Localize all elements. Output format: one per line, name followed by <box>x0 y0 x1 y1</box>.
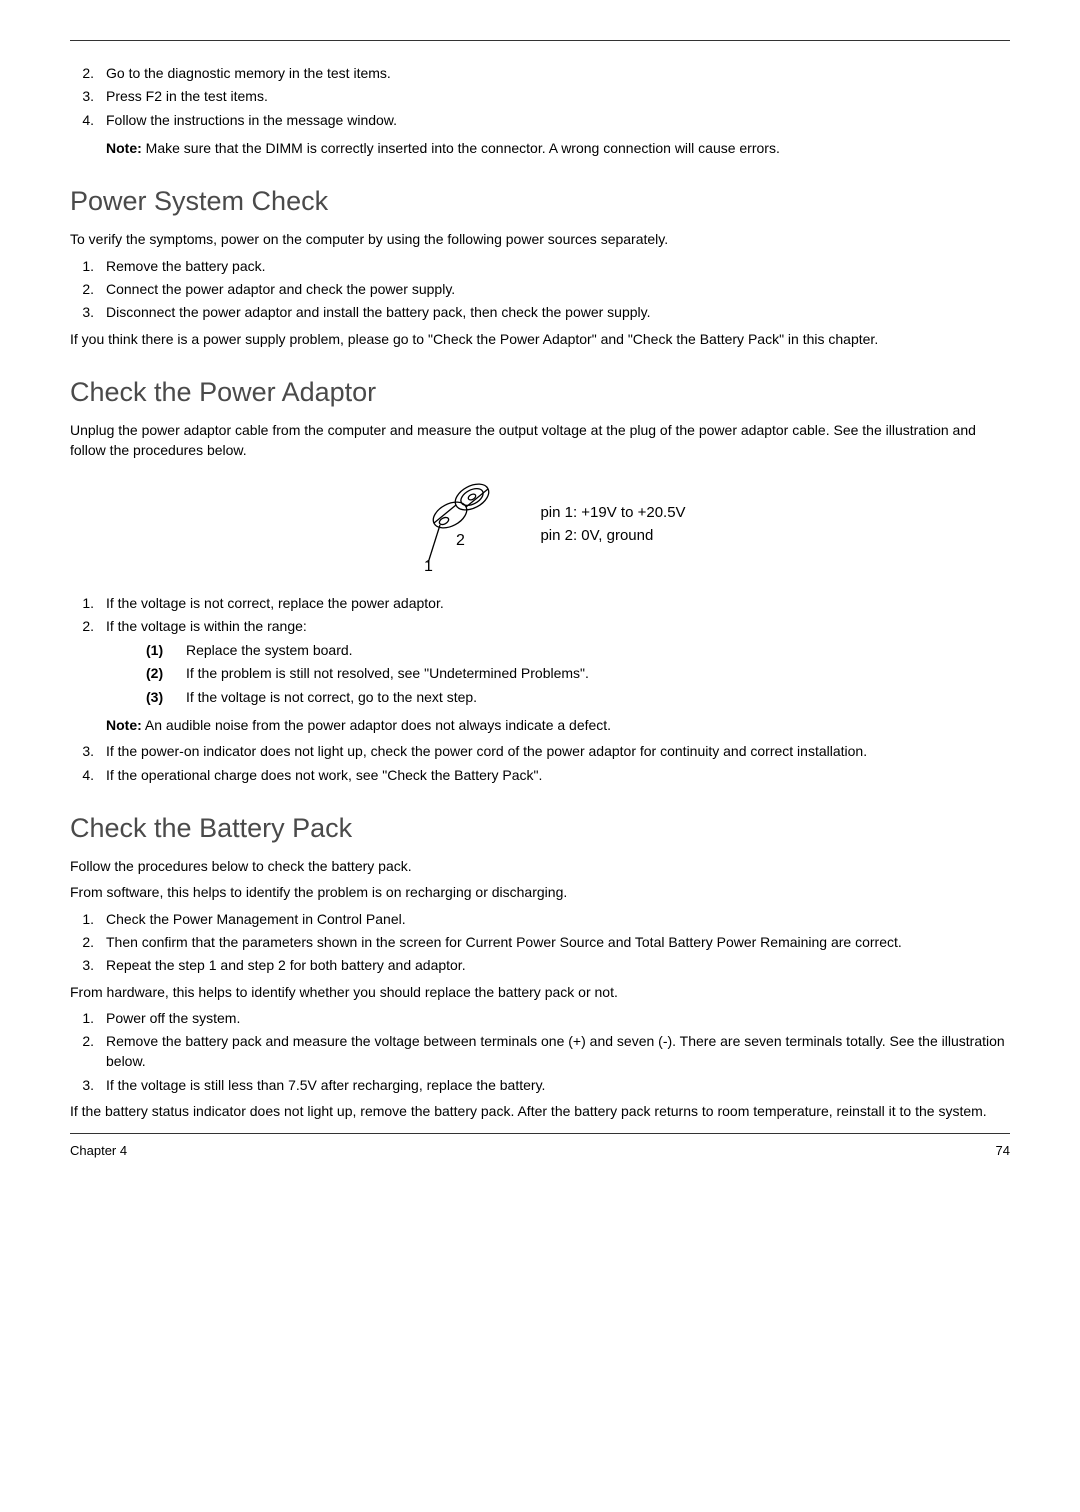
adaptor-diagram: 1 2 pin 1: +19V to +20.5V pin 2: 0V, gro… <box>70 475 1010 575</box>
adaptor-intro: Unplug the power adaptor cable from the … <box>70 420 1010 461</box>
list-number: 3. <box>70 1075 94 1095</box>
pin-voltage-text: pin 1: +19V to +20.5V pin 2: 0V, ground <box>540 502 685 547</box>
list-item: 1.If the voltage is not correct, replace… <box>98 593 1010 613</box>
list-item: 2.Connect the power adaptor and check th… <box>98 279 1010 299</box>
list-text: Then confirm that the parameters shown i… <box>106 934 902 950</box>
sub-text: If the voltage is not correct, go to the… <box>186 689 477 705</box>
list-item: 1.Power off the system. <box>98 1008 1010 1028</box>
list-item: 2.Then confirm that the parameters shown… <box>98 932 1010 952</box>
list-item: 3.If the voltage is still less than 7.5V… <box>98 1075 1010 1095</box>
list-number: 1. <box>70 256 94 276</box>
list-number: 4. <box>70 110 94 130</box>
power-system-after: If you think there is a power supply pro… <box>70 329 1010 349</box>
battery-heading: Check the Battery Pack <box>70 809 1010 848</box>
list-text: If the voltage is not correct, replace t… <box>106 595 444 611</box>
footer-chapter: Chapter 4 <box>70 1142 127 1161</box>
pin-2-text: pin 2: 0V, ground <box>540 525 685 548</box>
list-text: Power off the system. <box>106 1010 240 1026</box>
plug-icon: 1 2 <box>394 475 514 575</box>
list-item: 1.Remove the battery pack. <box>98 256 1010 276</box>
list-text: Remove the battery pack and measure the … <box>106 1033 1005 1069</box>
list-number: 3. <box>70 302 94 322</box>
sub-text: Replace the system board. <box>186 642 353 658</box>
list-item: 3.Repeat the step 1 and step 2 for both … <box>98 955 1010 975</box>
page-footer: Chapter 4 74 <box>70 1142 1010 1161</box>
list-item: 2.Go to the diagnostic memory in the tes… <box>98 63 1010 83</box>
sub-text: If the problem is still not resolved, se… <box>186 665 589 681</box>
list-item: 2.Remove the battery pack and measure th… <box>98 1031 1010 1072</box>
list-text: Go to the diagnostic memory in the test … <box>106 65 391 81</box>
sub-number: (3) <box>146 687 174 707</box>
sublist-item: (1)Replace the system board. <box>174 640 1010 660</box>
sublist-item: (3)If the voltage is not correct, go to … <box>174 687 1010 707</box>
adaptor-list-1: 1. If the voltage is not correct, replace… <box>70 593 1010 637</box>
note-label: Note: <box>106 717 142 733</box>
list-item: 3.Disconnect the power adaptor and insta… <box>98 302 1010 322</box>
list-number: 3. <box>70 86 94 106</box>
list-item: 2.If the voltage is within the range: <box>98 616 1010 636</box>
sub-number: (1) <box>146 640 174 660</box>
list-text: If the voltage is still less than 7.5V a… <box>106 1077 545 1093</box>
list-text: Check the Power Management in Control Pa… <box>106 911 406 927</box>
power-system-list: 1.Remove the battery pack. 2.Connect the… <box>70 256 1010 323</box>
power-system-intro: To verify the symptoms, power on the com… <box>70 229 1010 249</box>
list-item: 3.Press F2 in the test items. <box>98 86 1010 106</box>
sub-number: (2) <box>146 663 174 683</box>
list-number: 2. <box>70 1031 94 1051</box>
list-number: 2. <box>70 279 94 299</box>
pin-2-label: 2 <box>456 532 465 549</box>
bottom-rule <box>70 1133 1010 1134</box>
list-number: 1. <box>70 593 94 613</box>
dimm-note: Note: Make sure that the DIMM is correct… <box>106 138 1010 158</box>
list-text: If the power-on indicator does not light… <box>106 743 867 759</box>
battery-intro-1: Follow the procedures below to check the… <box>70 856 1010 876</box>
list-item: 4.Follow the instructions in the message… <box>98 110 1010 130</box>
list-number: 2. <box>70 63 94 83</box>
list-item: 3.If the power-on indicator does not lig… <box>98 741 1010 761</box>
list-item: 1.Check the Power Management in Control … <box>98 909 1010 929</box>
list-text: Press F2 in the test items. <box>106 88 268 104</box>
list-text: Remove the battery pack. <box>106 258 266 274</box>
battery-intro-3: From hardware, this helps to identify wh… <box>70 982 1010 1002</box>
list-text: Follow the instructions in the message w… <box>106 112 397 128</box>
memory-check-list: 2. Go to the diagnostic memory in the tes… <box>70 63 1010 130</box>
top-rule <box>70 40 1010 41</box>
adaptor-heading: Check the Power Adaptor <box>70 373 1010 412</box>
note-text: Make sure that the DIMM is correctly ins… <box>142 140 780 156</box>
adaptor-sublist: (1)Replace the system board. (2)If the p… <box>70 640 1010 707</box>
list-number: 3. <box>70 741 94 761</box>
battery-software-list: 1. Check the Power Management in Control … <box>70 909 1010 976</box>
sublist-item: (2)If the problem is still not resolved,… <box>174 663 1010 683</box>
list-number: 4. <box>70 765 94 785</box>
battery-intro-2: From software, this helps to identify th… <box>70 882 1010 902</box>
power-system-heading: Power System Check <box>70 182 1010 221</box>
list-text: If the voltage is within the range: <box>106 618 307 634</box>
adaptor-list-2: 3. If the power-on indicator does not lig… <box>70 741 1010 785</box>
note-text: An audible noise from the power adaptor … <box>142 717 611 733</box>
adaptor-note: Note: An audible noise from the power ad… <box>106 715 1010 735</box>
list-number: 1. <box>70 1008 94 1028</box>
note-label: Note: <box>106 140 142 156</box>
battery-after: If the battery status indicator does not… <box>70 1101 1010 1121</box>
list-number: 2. <box>70 932 94 952</box>
list-item: 4.If the operational charge does not wor… <box>98 765 1010 785</box>
footer-page-number: 74 <box>996 1142 1010 1161</box>
pin-1-label: 1 <box>424 558 433 575</box>
list-text: Disconnect the power adaptor and install… <box>106 304 651 320</box>
list-number: 3. <box>70 955 94 975</box>
list-number: 1. <box>70 909 94 929</box>
list-text: If the operational charge does not work,… <box>106 767 542 783</box>
list-text: Repeat the step 1 and step 2 for both ba… <box>106 957 466 973</box>
list-number: 2. <box>70 616 94 636</box>
battery-hardware-list: 1.Power off the system. 2.Remove the bat… <box>70 1008 1010 1095</box>
list-text: Connect the power adaptor and check the … <box>106 281 455 297</box>
pin-1-text: pin 1: +19V to +20.5V <box>540 502 685 525</box>
